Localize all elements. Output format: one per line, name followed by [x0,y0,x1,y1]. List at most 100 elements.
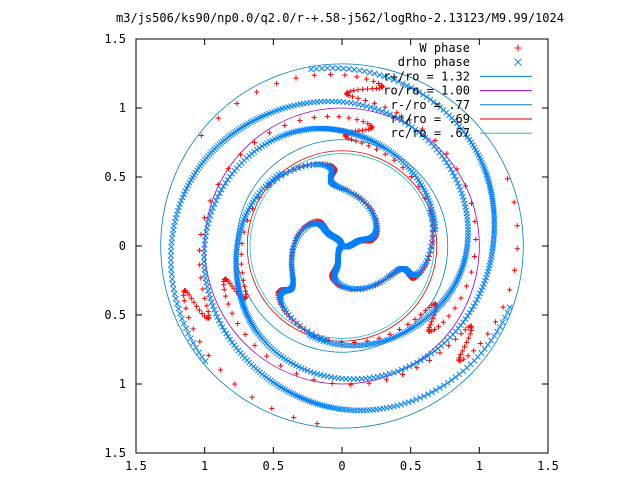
drho-phase-point [357,133,364,140]
w-phase-point [183,305,189,311]
drho-phase-point [221,327,228,334]
w-phase-point [435,324,442,330]
drho-phase-point [174,207,181,214]
w-phase-point [293,371,300,377]
x-tick-label: 1.5 [125,459,147,473]
w-phase-point [444,151,450,157]
drho-phase-point [216,317,222,324]
w-phase-point [196,307,202,313]
drho-phase-point [170,285,177,292]
w-phase-point [229,310,235,316]
w-phase-point [462,327,468,333]
drho-phase-point [390,369,397,376]
drho-phase-point [468,306,475,313]
x-tick-label: 1.5 [537,459,559,473]
drho-phase-point [356,132,363,139]
drho-phase-point [266,181,273,188]
w-phase-point [242,331,248,338]
drho-phase-point [440,382,447,389]
w-phase-point [347,88,353,94]
w-phase-point [217,367,223,373]
w-phase-point [366,380,372,386]
drho-phase-point [373,140,380,147]
drho-phase-point [457,187,464,193]
w-phase-point [282,122,288,129]
drho-phase-point [233,249,240,256]
drho-phase-point [386,370,393,377]
x-tick-label: 0.5 [400,459,422,473]
w-phase-point [241,283,248,289]
drho-phase-point [183,325,189,332]
drho-phase-point [288,258,295,265]
drho-phase-point [487,185,494,191]
w-phase-point [232,381,238,387]
drho-phase-point [218,186,225,193]
drho-phase-point [295,363,302,370]
drho-phase-point [182,188,189,195]
drho-phase-point [321,372,327,379]
drho-phase-point [201,250,208,256]
w-phase-point [418,312,424,318]
drho-phase-point [339,283,346,289]
drho-phase-point [432,387,439,394]
w-phase-point [197,262,203,268]
w-phase-point [406,117,413,123]
drho-phase-point [479,284,486,290]
drho-phase-point [394,115,401,122]
drho-phase-point [349,285,356,292]
y-tick-label: 1 [119,101,126,115]
w-phase-point [426,304,432,311]
drho-phase-point [395,78,402,85]
drho-phase-point [171,290,178,297]
drho-phase-point [351,130,358,137]
w-phase-point [191,299,197,305]
w-phase-point [477,340,483,347]
w-phase-point [371,100,378,106]
w-phase-point [329,380,335,387]
drho-phase-point [434,101,441,108]
drho-phase-point [494,328,501,335]
drho-phase-point [417,394,424,401]
drho-phase-point [177,200,184,207]
drho-phase-point [209,204,216,211]
drho-phase-point [491,215,498,222]
drho-phase-point [288,255,295,262]
w-phase-point [355,87,361,93]
w-phase-point [198,231,204,238]
drho-phase-point [297,323,303,329]
drho-phase-point [405,121,412,128]
w-phase-point [193,303,200,309]
w-phase-point [366,143,372,149]
w-phase-point [371,78,377,84]
drho-phase-point [301,366,308,373]
w-phase-point [440,319,446,325]
drho-phase-point [478,287,485,294]
w-phase-point [190,326,196,332]
legend-marker [514,58,522,67]
drho-phase-point [304,328,311,335]
y-tick-label: 1.5 [104,32,126,46]
drho-phase-point [224,176,231,183]
drho-phase-point [401,119,408,126]
drho-phase-point [245,315,252,321]
drho-phase-point [168,261,174,268]
drho-phase-point [468,139,475,146]
w-phase-point [186,315,192,321]
w-phase-point [229,283,235,289]
drho-phase-point [429,230,436,237]
w-phase-point [461,356,467,362]
w-phase-point [206,352,212,359]
drho-phase-point [233,258,239,265]
drho-phase-point [351,285,358,292]
drho-phase-point [233,246,240,253]
w-phase-point [256,194,262,201]
drho-phase-point [185,330,192,337]
w-phase-point [354,74,360,80]
drho-phase-point [364,135,371,142]
drho-phase-point [386,75,393,81]
drho-phase-point [371,105,378,112]
w-phase-point [355,95,361,101]
w-phase-point [221,287,227,293]
w-phase-point [336,114,342,120]
drho-phase-point [390,113,397,120]
